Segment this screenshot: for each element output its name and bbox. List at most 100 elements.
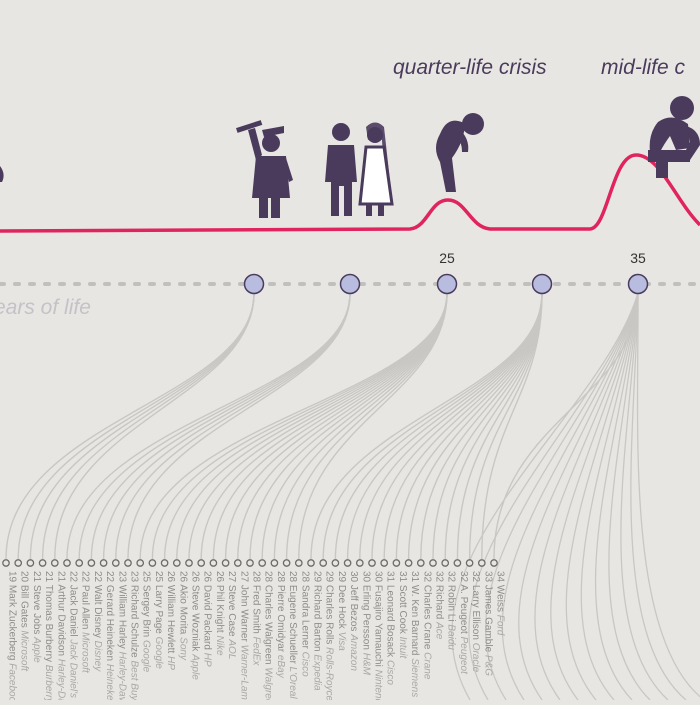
founder-label: 19 Mark Zuckerberg Facebook (7, 571, 18, 700)
founder-dot[interactable] (380, 559, 389, 567)
founder-dot[interactable] (416, 559, 425, 567)
founder-dot[interactable] (282, 559, 291, 567)
milestone-node-wedding[interactable] (339, 273, 361, 295)
founder-label: 29 Charles Rolls Rolls-Royce (324, 571, 335, 700)
founder-dot[interactable] (404, 559, 413, 567)
founder-label: 30 Fusajiro Yamauchi Nintendo (373, 571, 384, 700)
founder-dot[interactable] (87, 559, 96, 567)
founder-dot[interactable] (221, 559, 230, 567)
founder-dot[interactable] (111, 559, 120, 567)
founder-dot[interactable] (2, 559, 10, 567)
founder-label: 30 Jeff Bezos Amazon (348, 571, 359, 671)
founder-dot[interactable] (392, 559, 401, 567)
founder-dot[interactable] (148, 559, 157, 567)
founder-dot[interactable] (172, 559, 181, 567)
founder-label: 26 David Packard HP (202, 571, 213, 667)
founder-dot[interactable] (209, 559, 218, 567)
founder-connector (17, 292, 255, 560)
founder-dot[interactable] (99, 559, 108, 567)
founder-label: 31 W. Ken Barnard Siemens (409, 571, 420, 697)
thinking-person-icon (648, 96, 700, 178)
founder-connector (468, 292, 639, 701)
founder-connector (620, 292, 669, 701)
founder-label: 22 Walt Disney Disney (92, 571, 103, 672)
founder-dot[interactable] (26, 559, 35, 567)
founder-connector (127, 292, 351, 560)
founder-dot[interactable] (429, 559, 437, 567)
founder-dot[interactable] (246, 559, 254, 567)
founder-connector (518, 292, 639, 701)
founder-connector (395, 292, 543, 560)
founder-label: 20 Bill Gates Microsoft (19, 571, 30, 672)
founder-dot[interactable] (50, 559, 59, 567)
founder-connector (481, 292, 543, 560)
founder-connector (534, 292, 639, 701)
founder-label: 25 Larry Page Google (153, 571, 164, 669)
founder-label: 21 Arthur Davidson Harley-Davidson (55, 571, 66, 700)
founder-label: 21 Steve Jobs Apple (31, 571, 42, 663)
founder-label: 25 Sergey Brin Google (141, 571, 152, 673)
milestone-node-30[interactable] (531, 273, 553, 295)
founder-label: 27 John Warner Warner-Lambert (238, 571, 249, 700)
mid-life-crisis-label: mid-life c (601, 56, 686, 79)
founder-dot[interactable] (38, 559, 47, 567)
founder-dot[interactable] (331, 559, 340, 567)
founder-label: 21 Thomas Burberry Burberry (43, 571, 54, 700)
founder-dot[interactable] (307, 559, 315, 567)
founder-label: 32 Robin Li Baidu (446, 571, 457, 650)
founder-dot[interactable] (270, 559, 279, 567)
founder-dot[interactable] (75, 559, 84, 567)
slumped-person-icon (436, 113, 484, 192)
founder-label: 32 A. Peugeot Peugeot (458, 571, 469, 675)
founder-label: 26 Akio Morita Sony (177, 571, 188, 661)
founder-dot[interactable] (441, 559, 450, 567)
founder-connector (451, 292, 639, 701)
founder-dot[interactable] (490, 559, 498, 567)
founder-dot[interactable] (197, 559, 206, 567)
founder-label: 34 Weiss Ford (495, 571, 506, 636)
graduate-icon (236, 120, 293, 218)
founder-label: 28 Charles Walgreen Walgreens (263, 571, 274, 700)
milestone-node-25[interactable] (436, 273, 458, 295)
founder-dot[interactable] (233, 559, 242, 567)
founder-connector (595, 292, 639, 701)
founder-dot[interactable] (14, 559, 23, 567)
founder-label: 28 Pierre Omidyar eBay (275, 571, 286, 679)
founder-label: 29 Dee Hock Visa (336, 571, 347, 651)
founder-connector (102, 292, 351, 560)
founder-dot[interactable] (160, 559, 169, 567)
founder-label: 22 Paul Allen Microsoft (80, 571, 91, 674)
founder-dot[interactable] (124, 559, 132, 567)
founder-dot[interactable] (355, 559, 364, 567)
founder-dot[interactable] (258, 559, 267, 567)
founder-label: 31 Leonard Bosack Cisco (385, 571, 396, 685)
milestone-node-35[interactable] (627, 273, 649, 295)
founder-dot[interactable] (343, 559, 352, 567)
founder-label: 28 Sandra Lerner Cisco (299, 571, 310, 677)
founder-dot[interactable] (185, 559, 193, 567)
founder-dot[interactable] (136, 559, 145, 567)
founder-label: 28 Fred Smith FedEx (251, 571, 262, 666)
wedding-couple-icon (325, 122, 394, 216)
founder-label: 33 James Gamble P&G (482, 571, 493, 676)
founder-label: 30 Erling Persson H&M (360, 571, 371, 676)
founder-dot[interactable] (368, 559, 376, 567)
founder-label: 32 Charles Crane Crane (421, 571, 432, 680)
founder-label: 26 Phil Knight Nike (214, 571, 225, 656)
founder-label: 26 Steve Wozniak Apple (190, 571, 201, 680)
founder-connector (485, 292, 639, 701)
founder-dot[interactable] (465, 559, 474, 567)
founder-connector (608, 292, 651, 701)
founder-label: 22 Jack Daniel Jack Daniel's (68, 571, 79, 698)
founder-dot[interactable] (63, 559, 71, 567)
founder-dot[interactable] (319, 559, 328, 567)
founder-dot[interactable] (453, 559, 462, 567)
founder-dot[interactable] (294, 559, 303, 567)
founder-connector (501, 292, 639, 701)
founder-label: 23 Richard Schulze Best Buy (129, 571, 140, 700)
milestone-node-graduation[interactable] (243, 273, 265, 295)
founder-label: 27 Steve Case AOL (226, 571, 237, 659)
founder-dot[interactable] (477, 559, 486, 567)
